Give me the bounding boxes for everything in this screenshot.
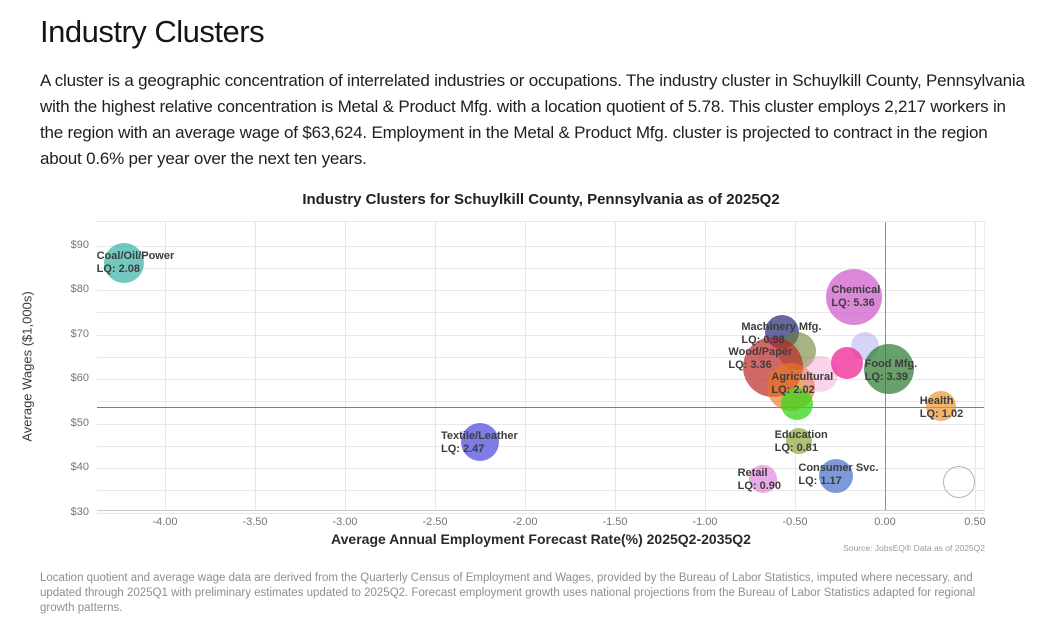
y-tick-label: $60 <box>70 372 89 385</box>
bubble-label-textile-leather: Textile/Leather LQ: 2.47 <box>441 429 518 455</box>
gridline-horizontal <box>97 267 984 269</box>
plot-area: Coal/Oil/Power LQ: 2.08 Chemical LQ: 5.36 Ma… <box>96 221 985 514</box>
y-tick-label: $40 <box>70 461 89 474</box>
gridline-horizontal <box>97 490 984 492</box>
bubble-label-coal-oil-power: Coal/Oil/Power LQ: 2.08 <box>96 249 175 275</box>
gridline-vertical <box>525 222 526 510</box>
x-tick-label: -1.00 <box>692 516 718 528</box>
industry-clusters-chart: Industry Clusters for Schuylkill County,… <box>0 185 1042 560</box>
bubble-label-chemical: Chemical LQ: 5.36 <box>831 283 881 309</box>
gridline-vertical <box>705 222 706 510</box>
bubble-chemical[interactable] <box>826 268 883 325</box>
gridline-horizontal <box>97 512 984 514</box>
bubble-coal-oil-power[interactable] <box>103 242 144 283</box>
bubble-education[interactable] <box>785 428 812 455</box>
gridline-horizontal <box>97 401 984 403</box>
gridline-horizontal <box>97 245 984 247</box>
bubble-food-mfg[interactable] <box>863 343 914 394</box>
bubble-label-agricultural: Agricultural LQ: 2.02 <box>771 371 834 397</box>
bubble-label-retail: Retail LQ: 0.90 <box>737 466 781 492</box>
y-tick-label: $30 <box>70 505 89 518</box>
bubble-unlabeled[interactable] <box>780 388 813 421</box>
bubble-textile-leather[interactable] <box>461 422 499 461</box>
bubble-retail[interactable] <box>748 464 777 493</box>
y-axis-title: Average Wages ($1,000s) <box>19 291 35 442</box>
x-tick-label: 0.00 <box>874 516 896 528</box>
y-tick-label: $70 <box>70 327 89 340</box>
x-tick-label: -2.00 <box>512 516 538 528</box>
gridline-vertical <box>435 222 436 510</box>
y-tick-label: $90 <box>70 238 89 251</box>
gridline-horizontal <box>97 379 984 381</box>
gridline-horizontal <box>97 445 984 447</box>
bubble-label-education: Education LQ: 0.81 <box>774 429 828 455</box>
footnote: Location quotient and average wage data … <box>40 572 976 614</box>
gridline-vertical <box>975 222 976 510</box>
bubble-label-wood-paper: Wood/Paper LQ: 3.36 <box>728 345 793 371</box>
x-tick-label: -2.50 <box>422 516 448 528</box>
bubble-consumer-svc[interactable] <box>819 459 854 494</box>
gridline-horizontal <box>97 290 984 292</box>
y-tick-label: $80 <box>70 283 89 296</box>
gridline-horizontal <box>97 334 984 336</box>
bubble-unlabeled[interactable] <box>942 465 975 498</box>
x-axis-title: Average Annual Employment Forecast Rate(… <box>331 531 751 547</box>
x-tick-label: -4.00 <box>152 516 178 528</box>
average-wage-refline <box>97 406 984 408</box>
bubble-label-consumer-svc: Consumer Svc. LQ: 1.17 <box>798 462 879 488</box>
x-tick-label: -1.50 <box>602 516 628 528</box>
x-tick-label: -3.50 <box>242 516 268 528</box>
gridline-vertical <box>345 222 346 510</box>
source-note: Source: JobsEQ® Data as of 2025Q2 <box>843 543 985 553</box>
gridline-horizontal <box>97 356 984 358</box>
chart-title: Industry Clusters for Schuylkill County,… <box>302 191 780 208</box>
intro-paragraph: A cluster is a geographic concentration … <box>40 71 1025 168</box>
gridline-horizontal <box>97 423 984 425</box>
gridline-horizontal <box>97 468 984 470</box>
bubble-label-health: Health LQ: 1.02 <box>919 394 964 420</box>
bubble-health[interactable] <box>925 390 956 421</box>
x-tick-label: -3.00 <box>332 516 358 528</box>
bubble-label-food-mfg: Food Mfg. LQ: 3.39 <box>864 357 918 383</box>
x-tick-label: 0.50 <box>964 516 986 528</box>
y-tick-label: $50 <box>70 416 89 429</box>
gridline-vertical <box>255 222 256 510</box>
gridline-vertical <box>165 222 166 510</box>
bubble-label-machinery-mfg: Machinery Mfg. LQ: 0.98 <box>741 321 822 347</box>
gridline-vertical <box>615 222 616 510</box>
bubble-unlabeled[interactable] <box>831 347 864 380</box>
x-tick-label: -0.50 <box>782 516 808 528</box>
gridline-horizontal <box>97 312 984 314</box>
page-title: Industry Clusters <box>40 14 265 49</box>
